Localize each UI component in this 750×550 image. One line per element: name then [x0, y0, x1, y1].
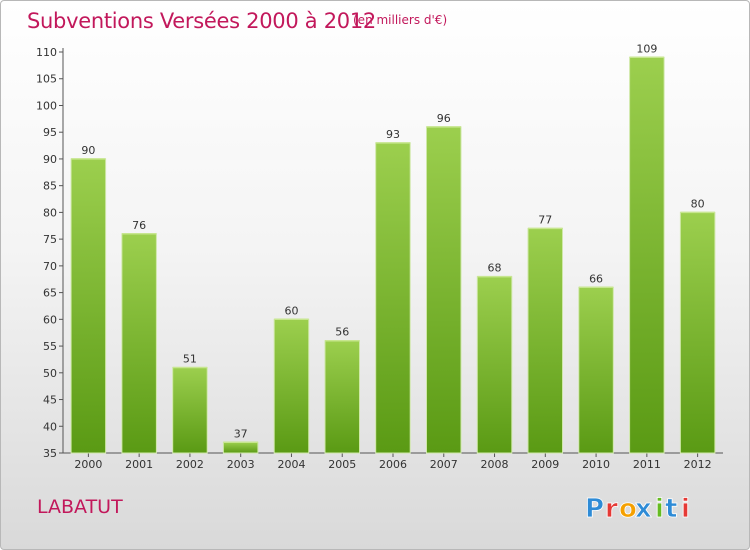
x-tick-label: 2001	[125, 458, 153, 471]
bar-2009	[527, 227, 563, 454]
logo-letter: P	[585, 494, 604, 524]
x-tick-label: 2007	[430, 458, 458, 471]
y-tick-label: 65	[43, 287, 57, 300]
data-label: 90	[81, 144, 95, 157]
y-tick-label: 55	[43, 340, 57, 353]
y-tick-label: 85	[43, 180, 57, 193]
data-label: 93	[386, 128, 400, 141]
chart-title: Subventions Versées 2000 à 2012	[27, 9, 376, 33]
logo-letter: t	[665, 494, 677, 524]
logo-letter: i	[681, 494, 690, 524]
bar-2000	[70, 158, 107, 454]
x-tick-label: 2003	[227, 458, 255, 471]
y-tick-label: 105	[36, 73, 57, 86]
y-tick-label: 100	[36, 99, 57, 112]
x-tick-label: 2009	[531, 458, 559, 471]
bar-2011	[629, 56, 665, 454]
data-label: 56	[335, 326, 349, 339]
data-label: 77	[538, 213, 552, 226]
commune-name: LABATUT	[37, 496, 123, 518]
y-tick-label: 90	[43, 153, 57, 166]
y-tick-label: 40	[43, 420, 57, 433]
data-label: 66	[589, 272, 603, 285]
x-tick-label: 2006	[379, 458, 407, 471]
bar-2010	[578, 286, 614, 454]
y-tick-label: 60	[43, 313, 57, 326]
data-label: 60	[284, 304, 298, 317]
chart-subtitle: (en milliers d'€)	[353, 13, 448, 27]
x-tick-label: 2011	[633, 458, 661, 471]
bar-2005	[324, 340, 360, 454]
bar-2012	[679, 211, 716, 454]
x-tick-label: 2000	[74, 458, 102, 471]
data-label: 96	[437, 112, 451, 125]
bar-2002	[172, 367, 208, 454]
data-label: 68	[488, 262, 502, 275]
bar-2003	[222, 441, 259, 454]
bar-2008	[476, 276, 513, 454]
y-tick-label: 70	[43, 260, 57, 273]
logo-letter: x	[635, 494, 652, 524]
x-tick-label: 2002	[176, 458, 204, 471]
data-label: 51	[183, 352, 197, 365]
x-tick-label: 2004	[277, 458, 305, 471]
data-label: 109	[636, 42, 657, 55]
y-tick-label: 95	[43, 126, 57, 139]
logo-letter: o	[619, 494, 637, 524]
bar-2004	[273, 318, 310, 454]
data-label: 80	[691, 197, 705, 210]
x-tick-label: 2005	[328, 458, 356, 471]
y-tick-label: 110	[36, 46, 57, 59]
y-tick-label: 75	[43, 233, 57, 246]
bar-2006	[375, 142, 411, 454]
y-tick-label: 50	[43, 367, 57, 380]
y-tick-label: 80	[43, 206, 57, 219]
x-tick-label: 2012	[684, 458, 712, 471]
logo-letter: r	[605, 494, 618, 524]
bar-2001	[121, 233, 157, 454]
logo-letter: i	[655, 494, 664, 524]
y-tick-label: 45	[43, 394, 57, 407]
bar-2007	[426, 126, 462, 454]
x-tick-label: 2008	[481, 458, 509, 471]
data-label: 37	[234, 427, 248, 440]
y-tick-label: 35	[43, 447, 57, 460]
data-label: 76	[132, 219, 146, 232]
x-tick-label: 2010	[582, 458, 610, 471]
